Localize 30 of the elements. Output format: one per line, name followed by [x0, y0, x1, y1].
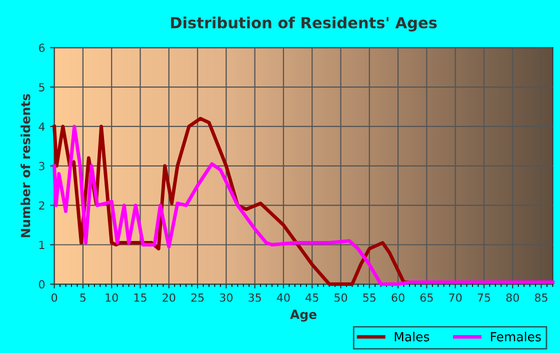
x-tick-label: 40 [276, 293, 290, 302]
x-tick-label: 85 [534, 293, 548, 302]
y-tick-label: 3 [39, 162, 44, 170]
x-tick-label: 25 [191, 293, 204, 302]
x-tick-label: 80 [506, 293, 519, 302]
y-tick-label: 1 [39, 240, 44, 249]
y-tick-label: 4 [38, 122, 45, 131]
x-tick-label: 60 [392, 293, 404, 302]
y-tick-label: 5 [39, 83, 44, 92]
x-tick-label: 15 [134, 294, 146, 302]
legend-label: Males [394, 332, 430, 342]
x-tick-label: 45 [306, 294, 318, 302]
chart-title: Distribution of Residents' Ages [171, 16, 437, 32]
x-tick-label: 0 [52, 293, 58, 302]
x-tick-label: 75 [478, 294, 490, 302]
y-tick-label: 6 [39, 44, 45, 52]
x-axis-title: Age [290, 310, 316, 322]
x-tick-label: 70 [449, 293, 462, 302]
y-axis-title: Number of residents [20, 94, 30, 238]
legend-label: Females [490, 332, 541, 342]
x-tick-label: 30 [220, 293, 233, 302]
x-tick-label: 55 [363, 294, 376, 302]
y-tick-label: 2 [39, 201, 44, 210]
x-tick-label: 65 [420, 293, 433, 302]
x-tick-label: 35 [248, 293, 261, 302]
x-tick-label: 10 [106, 293, 118, 302]
x-tick-label: 5 [80, 294, 86, 302]
x-tick-label: 50 [334, 293, 348, 302]
y-tick-label: 0 [38, 280, 45, 289]
x-tick-label: 20 [162, 293, 176, 302]
